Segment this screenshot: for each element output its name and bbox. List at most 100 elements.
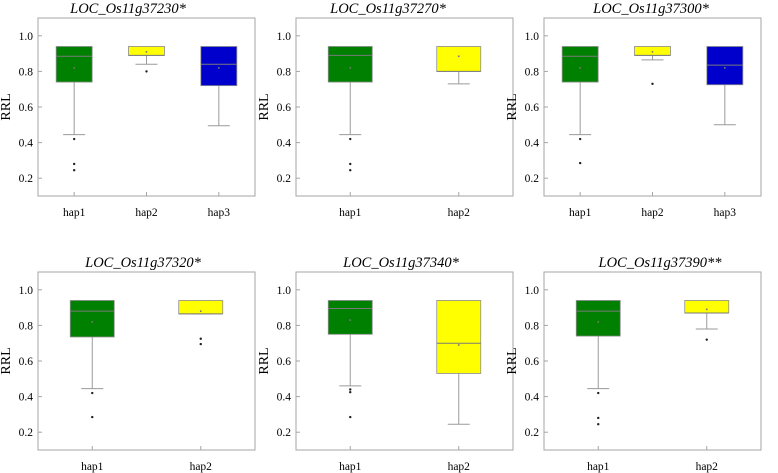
- mean-marker: [218, 67, 220, 69]
- y-tick-label: 0.4: [525, 138, 540, 150]
- mean-marker: [145, 51, 148, 53]
- y-tick-label: 0.8: [19, 320, 34, 332]
- box-hap2: [178, 300, 224, 346]
- mean-marker: [597, 321, 600, 323]
- box-hap1: [327, 46, 373, 172]
- y-tick-label: 0.4: [277, 392, 292, 404]
- y-tick-label: 0.2: [525, 427, 540, 439]
- x-tick-label: hap3: [208, 207, 231, 219]
- x-tick-label: hap2: [135, 207, 158, 219]
- chart-panel-1: LOC_Os11g37230* 0.2 0.4 0.6 0.8 1.0 RRL hap1 hap…: [0, 1, 256, 219]
- x-tick-label: hap1: [339, 461, 362, 473]
- mean-marker: [705, 308, 708, 311]
- box-hap1: [561, 46, 599, 165]
- x-tick-label: hap2: [190, 461, 213, 473]
- panel-title: LOC_Os11g37300*: [592, 1, 709, 17]
- chart-panel-3: LOC_Os11g37300* 0.2 0.4 0.6 0.8 1.0 RRL hap1 hap…: [505, 1, 762, 219]
- outlier-point: [145, 70, 148, 73]
- box-hap1: [575, 300, 621, 426]
- chart-panel-6: LOC_Os11g37390** 0.2 0.4 0.6 0.8 1.0 RRL hap1 ha…: [505, 255, 762, 473]
- y-tick-label: 0.6: [19, 356, 34, 368]
- outlier-point: [578, 161, 582, 165]
- x-tick-label: hap3: [714, 207, 737, 219]
- panel-title: LOC_Os11g37390**: [598, 255, 723, 271]
- y-tick-label: 0.8: [525, 66, 540, 78]
- x-tick-label: hap2: [448, 461, 471, 473]
- x-tick-label: hap1: [587, 461, 610, 473]
- box-body: [327, 46, 373, 83]
- box-body: [69, 300, 115, 338]
- box-hap2: [436, 300, 482, 425]
- outlier-point: [91, 391, 94, 395]
- outlier-point: [199, 342, 202, 346]
- outlier-point: [349, 137, 352, 141]
- box-body: [634, 46, 671, 56]
- chart-panel-4: LOC_Os11g37320* 0.2 0.4 0.6 0.8 1.0 RRL hap1 hap…: [0, 255, 256, 473]
- outlier-point: [578, 137, 582, 141]
- outlier-point: [349, 168, 352, 172]
- panel-title: LOC_Os11g37230*: [69, 1, 186, 17]
- mean-marker: [199, 310, 202, 312]
- box-hap2: [128, 46, 165, 73]
- y-tick-label: 0.2: [277, 427, 292, 439]
- y-tick-label: 0.8: [19, 66, 34, 78]
- y-tick-label: 0.4: [19, 392, 34, 404]
- y-tick-label: 0.4: [525, 392, 540, 404]
- outlier-point: [349, 388, 352, 391]
- outlier-point: [651, 82, 654, 86]
- outlier-point: [72, 168, 76, 172]
- mean-marker: [349, 319, 352, 321]
- x-tick-label: hap1: [569, 207, 592, 219]
- panel-title: LOC_Os11g37340*: [342, 255, 459, 271]
- chart-panel-5: LOC_Os11g37340* 0.2 0.4 0.6 0.8 1.0 RRL hap1 hap…: [257, 255, 514, 473]
- y-axis-label: RRL: [257, 347, 272, 374]
- x-tick-label: hap1: [339, 207, 362, 219]
- plot-frame: [37, 271, 256, 451]
- y-tick-label: 0.6: [525, 102, 540, 114]
- box-body: [128, 46, 165, 56]
- y-tick-label: 1.0: [525, 285, 540, 297]
- y-axis-label: RRL: [505, 93, 520, 120]
- box-hap1: [55, 46, 93, 172]
- y-tick-label: 0.8: [277, 66, 292, 78]
- box-body: [55, 46, 93, 83]
- panel-title: LOC_Os11g37270*: [329, 1, 446, 17]
- outlier-point: [349, 162, 352, 166]
- outlier-point: [72, 162, 76, 166]
- mean-marker: [579, 67, 581, 69]
- plot-frame: [543, 17, 762, 197]
- y-axis-label: RRL: [257, 93, 272, 120]
- outlier-point: [91, 415, 94, 419]
- mean-marker: [73, 67, 75, 69]
- mean-marker: [457, 344, 460, 346]
- y-tick-label: 1.0: [277, 31, 292, 43]
- x-tick-label: hap1: [81, 461, 104, 473]
- y-tick-label: 0.4: [19, 138, 34, 150]
- outlier-point: [597, 391, 600, 395]
- mean-marker: [457, 55, 460, 58]
- panel-title: LOC_Os11g37320*: [84, 255, 201, 271]
- y-tick-label: 1.0: [525, 31, 540, 43]
- y-tick-label: 0.6: [277, 102, 292, 114]
- y-tick-label: 0.6: [277, 356, 292, 368]
- plot-frame: [37, 17, 256, 197]
- y-tick-label: 0.8: [525, 320, 540, 332]
- outlier-point: [597, 422, 600, 426]
- y-tick-label: 1.0: [19, 31, 34, 43]
- outlier-point: [349, 415, 352, 419]
- box-body: [684, 300, 730, 314]
- box-body: [575, 300, 621, 337]
- y-tick-label: 0.2: [19, 173, 34, 185]
- y-tick-label: 1.0: [19, 285, 34, 297]
- y-tick-label: 0.2: [19, 427, 34, 439]
- outlier-point: [199, 337, 202, 340]
- box-hap1: [327, 300, 373, 419]
- y-axis-label: RRL: [0, 347, 14, 374]
- box-hap2: [684, 300, 730, 341]
- box-hap1: [69, 300, 115, 419]
- outlier-point: [349, 390, 352, 394]
- x-tick-label: hap1: [63, 207, 86, 219]
- x-tick-label: hap2: [448, 207, 471, 219]
- y-tick-label: 0.8: [277, 320, 292, 332]
